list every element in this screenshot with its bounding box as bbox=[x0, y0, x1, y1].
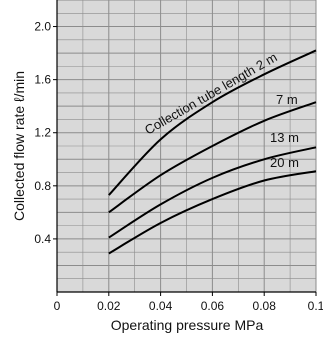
x-tick-label: 0.02 bbox=[97, 299, 121, 313]
series-line-1 bbox=[108, 101, 317, 214]
curve-label-20m: 20 m bbox=[270, 155, 299, 170]
x-tick-label: 0.06 bbox=[201, 299, 225, 313]
y-tick-label: 1.2 bbox=[34, 126, 51, 140]
y-tick-label: 1.6 bbox=[34, 73, 51, 87]
curve-label-13m: 13 m bbox=[270, 130, 299, 145]
y-tick-label: 0.4 bbox=[34, 232, 51, 246]
x-tick-label: 0 bbox=[54, 299, 61, 313]
x-axis-label: Operating pressure MPa bbox=[111, 317, 264, 333]
series-line-3 bbox=[108, 170, 317, 255]
series-line-2 bbox=[108, 146, 317, 239]
curve-label-7m: 7 m bbox=[276, 92, 298, 107]
x-tick-label: 0.08 bbox=[253, 299, 277, 313]
curves bbox=[108, 49, 317, 255]
axes bbox=[56, 0, 316, 293]
x-tick-label: 0.1 bbox=[308, 299, 323, 313]
ticks: 0 0.02 0.04 0.06 0.08 0.1 0.4 0.8 1.2 1.6 2.0 bbox=[34, 20, 323, 313]
grid bbox=[57, 0, 317, 292]
y-tick-label: 2.0 bbox=[34, 20, 51, 34]
series-line-0 bbox=[108, 49, 317, 196]
y-axis-label: Collected flow rate ℓ/min bbox=[11, 71, 27, 221]
y-tick-label: 0.8 bbox=[34, 179, 51, 193]
x-tick-label: 0.04 bbox=[149, 299, 173, 313]
